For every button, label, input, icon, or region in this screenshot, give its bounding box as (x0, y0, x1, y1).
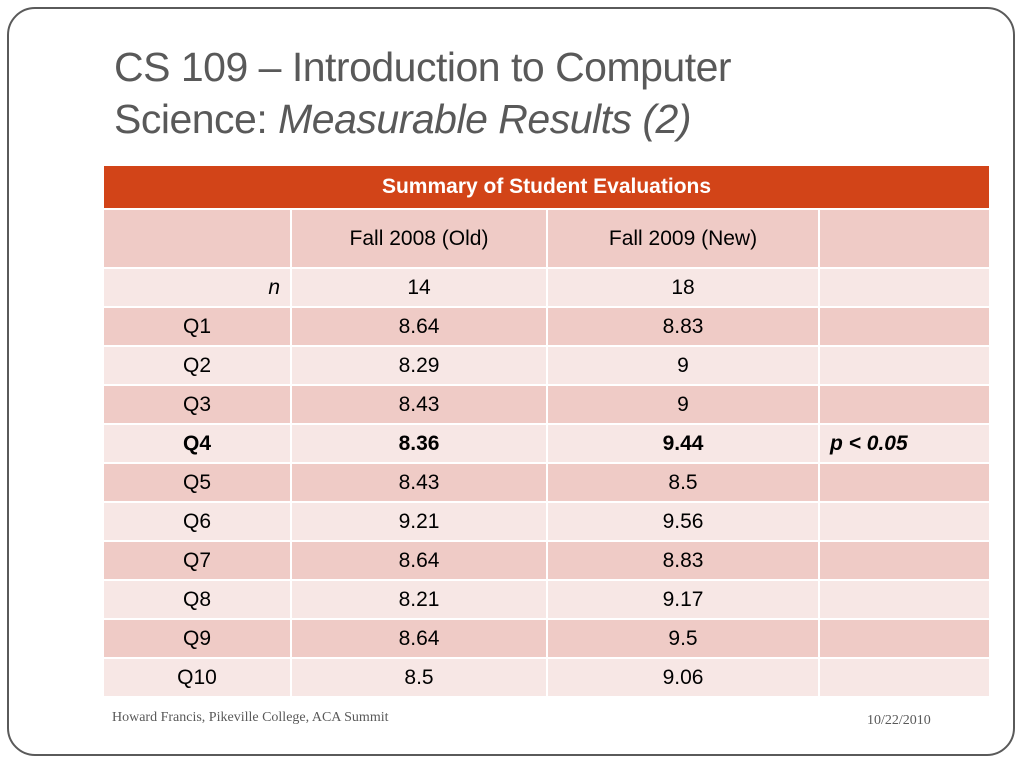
table-row: Q9 8.64 9.5 (102, 618, 991, 659)
row-label: Q1 (102, 306, 292, 347)
cell-fall-2009: 8.83 (546, 540, 820, 581)
table-row: Q1 8.64 8.83 (102, 306, 991, 347)
table-row-highlight: Q4 8.36 9.44 p < 0.05 (102, 423, 991, 464)
header-cell-fall-2008: Fall 2008 (Old) (290, 208, 548, 269)
table-row: Q8 8.21 9.17 (102, 579, 991, 620)
slide: CS 109 – Introduction to Computer Scienc… (7, 7, 1015, 756)
table-row: Q5 8.43 8.5 (102, 462, 991, 503)
cell-fall-2008: 8.43 (290, 384, 548, 425)
title-line-1: CS 109 – Introduction to Computer (114, 44, 732, 90)
cell-fall-2009: 8.5 (546, 462, 820, 503)
row-label: Q8 (102, 579, 292, 620)
cell-fall-2008: 14 (290, 267, 548, 308)
cell-note (818, 579, 991, 620)
cell-fall-2008: 8.64 (290, 618, 548, 659)
cell-note (818, 618, 991, 659)
title-line-2-italic: Measurable Results (2) (278, 96, 691, 142)
cell-note (818, 540, 991, 581)
footer-date: 10/22/2010 (867, 713, 931, 728)
cell-fall-2009: 9.44 (546, 423, 820, 464)
cell-fall-2009: 9.56 (546, 501, 820, 542)
cell-note-significance: p < 0.05 (818, 423, 991, 464)
header-cell-fall-2009: Fall 2009 (New) (546, 208, 820, 269)
table-row: Q10 8.5 9.06 (102, 657, 991, 698)
table-row: Q7 8.64 8.83 (102, 540, 991, 581)
cell-note (818, 267, 991, 308)
cell-fall-2008: 8.64 (290, 306, 548, 347)
cell-note (818, 657, 991, 698)
row-label: Q4 (102, 423, 292, 464)
cell-fall-2009: 8.83 (546, 306, 820, 347)
row-label: n (102, 267, 292, 308)
cell-fall-2008: 8.29 (290, 345, 548, 386)
footer-author: Howard Francis, Pikeville College, ACA S… (112, 710, 389, 725)
cell-fall-2009: 9 (546, 345, 820, 386)
row-label: Q5 (102, 462, 292, 503)
cell-fall-2008: 8.64 (290, 540, 548, 581)
slide-title: CS 109 – Introduction to Computer Scienc… (114, 41, 994, 145)
cell-note (818, 306, 991, 347)
cell-fall-2009: 9.5 (546, 618, 820, 659)
cell-fall-2009: 9 (546, 384, 820, 425)
cell-fall-2008: 9.21 (290, 501, 548, 542)
cell-fall-2009: 18 (546, 267, 820, 308)
row-label: Q9 (102, 618, 292, 659)
table-header-row: Fall 2008 (Old) Fall 2009 (New) (102, 208, 991, 269)
row-label: Q3 (102, 384, 292, 425)
cell-note (818, 384, 991, 425)
table-row-n: n 14 18 (102, 267, 991, 308)
cell-fall-2008: 8.43 (290, 462, 548, 503)
row-label: Q7 (102, 540, 292, 581)
cell-fall-2008: 8.5 (290, 657, 548, 698)
table-row: Q3 8.43 9 (102, 384, 991, 425)
row-label: Q2 (102, 345, 292, 386)
title-line-2-plain: Science: (114, 96, 279, 142)
cell-note (818, 462, 991, 503)
cell-fall-2008: 8.21 (290, 579, 548, 620)
table-row: Q2 8.29 9 (102, 345, 991, 386)
header-cell-blank-left (102, 208, 292, 269)
evaluations-table: Summary of Student Evaluations Fall 2008… (102, 164, 991, 698)
cell-note (818, 345, 991, 386)
row-label: Q6 (102, 501, 292, 542)
cell-fall-2009: 9.17 (546, 579, 820, 620)
cell-fall-2008: 8.36 (290, 423, 548, 464)
cell-fall-2009: 9.06 (546, 657, 820, 698)
row-label: Q10 (102, 657, 292, 698)
table-row: Q6 9.21 9.56 (102, 501, 991, 542)
table-caption: Summary of Student Evaluations (102, 164, 991, 210)
header-cell-blank-right (818, 208, 991, 269)
cell-note (818, 501, 991, 542)
